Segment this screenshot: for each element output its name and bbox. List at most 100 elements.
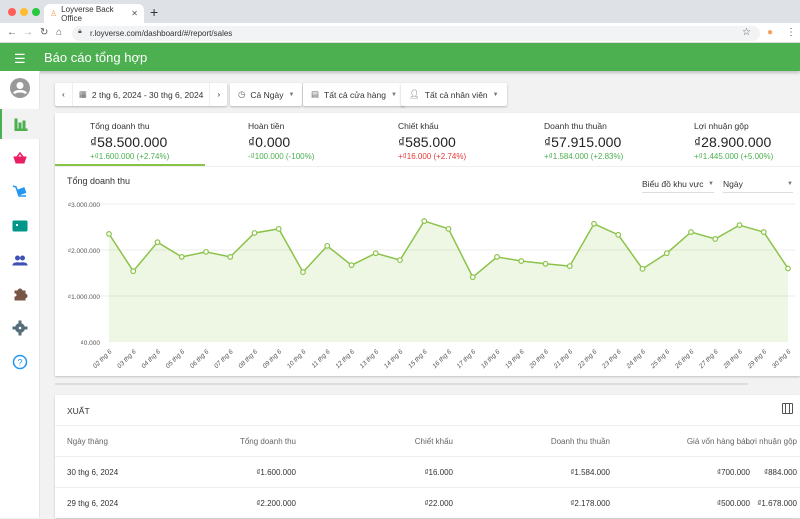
report-table-card: XUẤT Ngày tháng Tổng doanh thu Chiết khấu D… xyxy=(55,395,800,518)
browser-tab[interactable]: ♙ Loyverse Back Office ✕ xyxy=(44,4,144,23)
metric-tab[interactable]: Lợi nhuận gộp ₫28.900.000 +₫1.445.000 (+… xyxy=(694,121,800,161)
data-point[interactable] xyxy=(712,236,719,242)
x-tick-label: 21 thg 6 xyxy=(552,348,575,371)
data-point[interactable] xyxy=(106,231,112,237)
data-point[interactable] xyxy=(324,242,331,249)
data-point[interactable] xyxy=(494,253,500,260)
time-filter-dropdown[interactable]: ◷ Cả Ngày ▼ xyxy=(230,83,303,106)
data-point[interactable] xyxy=(566,263,573,269)
avatar[interactable] xyxy=(0,73,40,103)
data-point[interactable] xyxy=(251,230,258,236)
data-point[interactable] xyxy=(130,268,137,275)
x-tick-label: 12 thg 6 xyxy=(334,348,356,370)
column-header[interactable]: Tổng doanh thu xyxy=(239,437,296,446)
metric-value: ₫585.000 xyxy=(398,134,456,150)
metric-tab[interactable]: Hoàn tiền ₫0.000 -₫100.000 (-100%) xyxy=(248,121,388,161)
sidebar-item-help[interactable]: ? xyxy=(0,347,40,377)
chart-type-label: Biểu đồ khu vực xyxy=(642,178,704,189)
url-input[interactable]: r.loyverse.com/dashboard/#/report/sales xyxy=(72,26,760,41)
columns-icon[interactable] xyxy=(782,403,793,414)
date-range-button[interactable]: ▦ 2 thg 6, 2024 - 30 thg 6, 2024 xyxy=(73,89,210,100)
x-tick-label: 08 thg 6 xyxy=(237,348,259,370)
horizontal-scrollbar[interactable] xyxy=(55,383,748,385)
column-header[interactable]: Giá vốn hàng bán xyxy=(686,437,750,446)
metric-tab[interactable]: Chiết khấu ₫585.000 +₫16.000 (+2.74%) xyxy=(398,121,538,161)
reload-icon[interactable]: ↻ xyxy=(40,27,49,38)
data-point[interactable] xyxy=(275,225,282,232)
export-button[interactable]: XUẤT xyxy=(67,406,90,416)
cart-icon xyxy=(12,185,27,197)
sidebar-item-people[interactable] xyxy=(0,245,40,275)
store-filter-dropdown[interactable]: ▤ Tất cả cửa hàng ▼ xyxy=(303,83,405,106)
metric-label: Lợi nhuận gộp xyxy=(694,121,749,131)
bookmark-star-icon[interactable]: ☆ xyxy=(742,27,751,38)
table-row[interactable]: 30 thg 6, 2024 ₫1.600.000 ₫16.000 ₫1.584.00… xyxy=(55,456,800,487)
column-header[interactable]: Chiết khấu xyxy=(414,437,453,446)
sidebar-item-puzzle[interactable] xyxy=(0,279,40,309)
metric-tab[interactable]: Doanh thu thuần ₫57.915.000 +₫1.584.000 … xyxy=(544,121,684,161)
data-point[interactable] xyxy=(178,253,185,260)
data-point[interactable] xyxy=(542,260,549,267)
new-tab-button[interactable]: + xyxy=(150,4,159,20)
metric-change: +₫1.445.000 (+5.00%) xyxy=(694,152,774,161)
granularity-dropdown[interactable]: Ngày ▼ xyxy=(723,175,793,193)
metric-tab[interactable]: Tổng doanh thu ₫58.500.000 +₫1.600.000 (… xyxy=(90,121,230,161)
data-point[interactable] xyxy=(397,257,403,264)
data-point[interactable] xyxy=(663,250,670,257)
data-point[interactable] xyxy=(736,222,743,229)
profile-icon[interactable]: ● xyxy=(767,27,774,38)
data-point[interactable] xyxy=(421,218,428,224)
data-point[interactable] xyxy=(639,265,646,272)
maximize-window-button[interactable] xyxy=(32,8,40,16)
table-cell: 30 thg 6, 2024 xyxy=(67,468,119,477)
date-range-picker: ‹ ▦ 2 thg 6, 2024 - 30 thg 6, 2024 › xyxy=(55,83,228,106)
back-icon[interactable]: ← xyxy=(7,27,17,38)
metric-change: +₫1.600.000 (+2.74%) xyxy=(90,152,170,161)
close-window-button[interactable] xyxy=(8,8,16,16)
sidebar-item-basket[interactable] xyxy=(0,143,40,173)
x-tick-label: 17 thg 6 xyxy=(456,348,478,370)
data-point[interactable] xyxy=(688,229,694,235)
data-point[interactable] xyxy=(445,225,452,232)
data-point[interactable] xyxy=(785,265,791,272)
data-point[interactable] xyxy=(615,231,622,238)
sidebar-item-chart[interactable] xyxy=(0,109,40,139)
data-point[interactable] xyxy=(372,250,379,257)
metric-change: +₫16.000 (+2.74%) xyxy=(398,152,467,161)
x-tick-label: 24 thg 6 xyxy=(625,348,648,371)
data-point[interactable] xyxy=(300,269,306,275)
minimize-window-button[interactable] xyxy=(20,8,28,16)
sidebar-item-cart[interactable] xyxy=(0,177,40,207)
x-tick-label: 19 thg 6 xyxy=(504,348,526,370)
forward-icon[interactable]: → xyxy=(23,27,33,38)
column-header[interactable]: Ngày tháng xyxy=(67,437,108,446)
employee-filter-dropdown[interactable]: 👤︎ Tất cả nhân viên ▼ xyxy=(401,83,507,106)
chart-type-dropdown[interactable]: Biểu đồ khu vực ▼ xyxy=(642,175,714,193)
hamburger-menu-icon[interactable]: ☰ xyxy=(14,51,26,66)
sidebar-item-gear[interactable] xyxy=(0,313,40,343)
data-point[interactable] xyxy=(203,248,209,255)
tab-title: Loyverse Back Office xyxy=(61,4,114,23)
x-tick-label: 06 thg 6 xyxy=(189,348,211,370)
previous-period-button[interactable]: ‹ xyxy=(55,83,73,106)
x-tick-label: 14 thg 6 xyxy=(383,348,405,370)
browser-menu-icon[interactable]: ⋮ xyxy=(786,27,796,38)
column-header[interactable]: Lợi nhuận gộp xyxy=(745,437,797,446)
next-period-button[interactable]: › xyxy=(209,83,227,106)
data-point[interactable] xyxy=(469,274,476,281)
home-icon[interactable]: ⌂ xyxy=(56,27,63,38)
x-tick-label: 28 thg 6 xyxy=(722,348,745,371)
data-point[interactable] xyxy=(591,220,597,227)
page-title: Báo cáo tổng hợp xyxy=(44,50,148,65)
data-point[interactable] xyxy=(348,262,355,269)
sidebar-item-contact-card[interactable] xyxy=(0,211,40,241)
data-point[interactable] xyxy=(154,239,161,246)
loyverse-favicon-icon: ♙ xyxy=(50,9,58,18)
granularity-label: Ngày xyxy=(723,178,743,189)
table-row[interactable]: 29 thg 6, 2024 ₫2.200.000 ₫22.000 ₫2.178.00… xyxy=(55,487,800,518)
data-point[interactable] xyxy=(760,229,767,235)
data-point[interactable] xyxy=(227,253,234,260)
data-point[interactable] xyxy=(518,258,525,264)
close-tab-icon[interactable]: ✕ xyxy=(131,9,138,18)
column-header[interactable]: Doanh thu thuần xyxy=(550,437,610,446)
